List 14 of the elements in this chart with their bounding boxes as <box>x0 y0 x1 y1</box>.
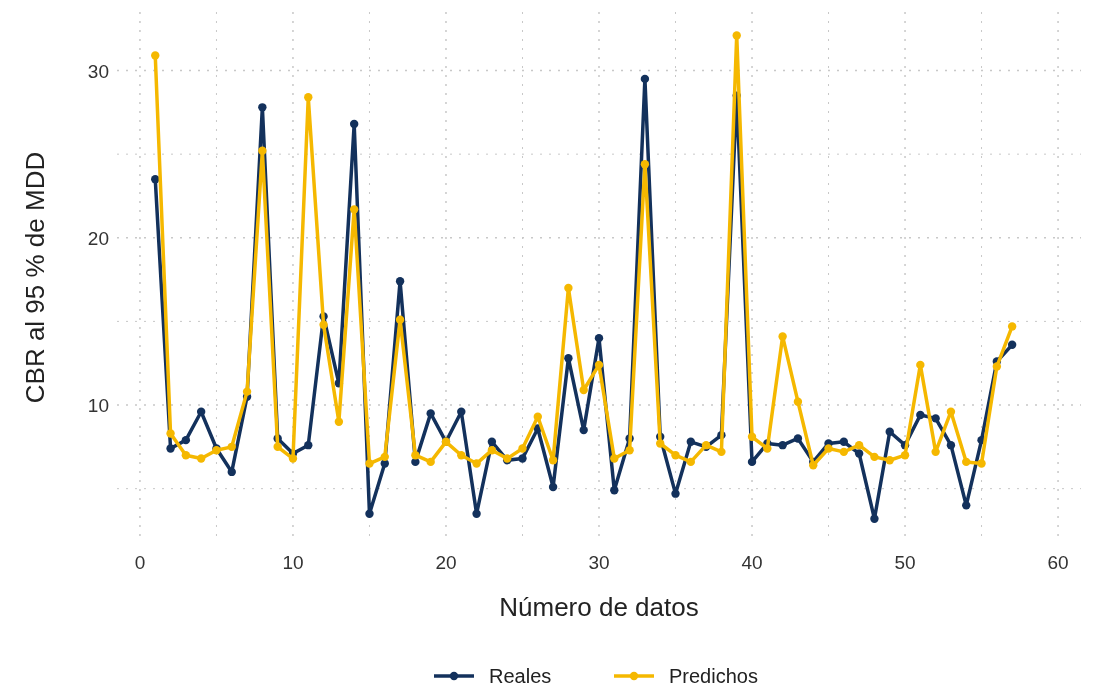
x-tick-label: 0 <box>134 552 146 573</box>
x-axis-title: Número de datos <box>499 592 699 622</box>
x-tick-label: 30 <box>588 552 610 573</box>
y-tick-label: 10 <box>87 395 109 417</box>
x-tick-label: 50 <box>894 552 916 573</box>
x-tick-label: 60 <box>1047 552 1069 573</box>
legend-label: Predichos <box>669 665 758 687</box>
y-axis-title: CBR al 95 % de MDD <box>20 151 50 404</box>
y-tick-label: 20 <box>87 227 109 249</box>
y-tick-label: 30 <box>87 60 109 82</box>
x-tick-label: 20 <box>435 552 457 573</box>
x-tick-label: 40 <box>741 552 763 573</box>
x-tick-label: 10 <box>282 552 304 573</box>
legend-label: Reales <box>489 665 552 687</box>
